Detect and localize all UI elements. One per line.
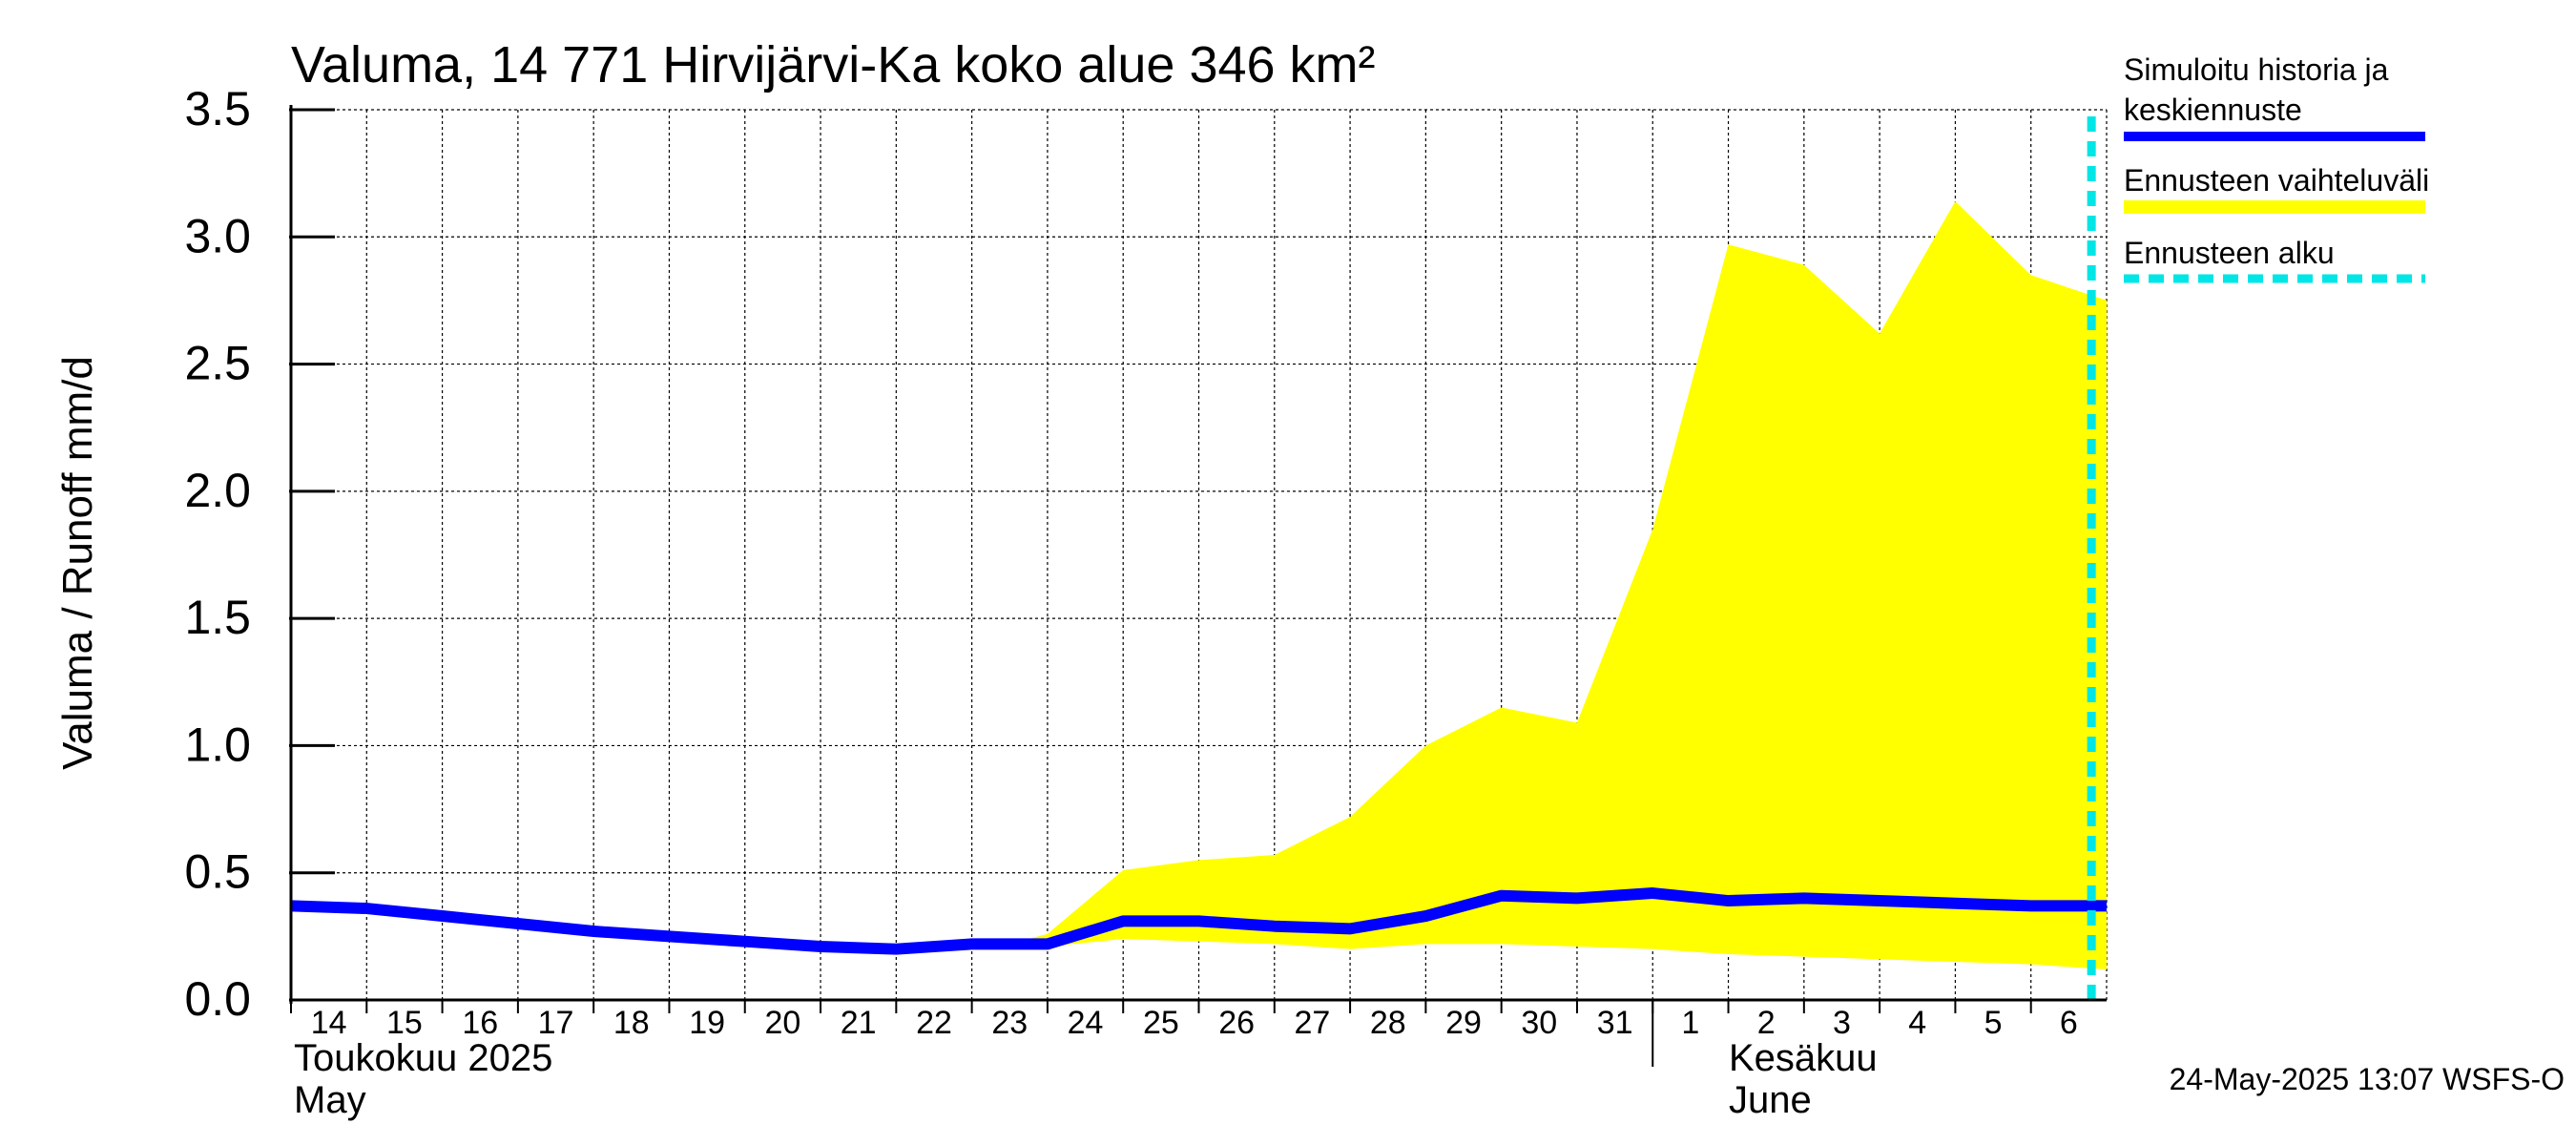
legend-mean-label-1: Simuloitu historia ja: [2124, 52, 2389, 87]
x-tick-label: 22: [916, 1005, 952, 1041]
y-tick-label: 2.5: [184, 337, 251, 390]
y-tick-labels: 0.0 0.5 1.0 1.5 2.0 2.5 3.0 3.5: [184, 82, 335, 1026]
mean-series-line: [290, 887, 2107, 955]
month-label-june-en: June: [1729, 1079, 1812, 1121]
legend-mean-label-2: keskiennuste: [2124, 93, 2302, 127]
x-tick-label: 24: [1068, 1005, 1104, 1041]
x-tick-label: 19: [689, 1005, 725, 1041]
x-tick-label: 3: [1833, 1005, 1851, 1041]
x-tick-label: 17: [538, 1005, 574, 1041]
x-tick-labels: 14 15 16 17 18 19 20 21 22 23 24 25 26 27 28 29 30 31 1 2 3 4…: [290, 1000, 2078, 1041]
x-tick-label: 30: [1521, 1005, 1557, 1041]
x-tick-label: 2: [1757, 1005, 1776, 1041]
x-tick-label: 16: [462, 1005, 498, 1041]
y-axis-label: Valuma / Runoff mm/d: [54, 356, 101, 770]
x-tick-label: 28: [1370, 1005, 1406, 1041]
legend-start-label: Ennusteen alku: [2124, 236, 2335, 270]
legend-band-label: Ennusteen vaihteluväli: [2124, 163, 2429, 198]
x-tick-label: 29: [1445, 1005, 1482, 1041]
forecast-range-band: [1009, 200, 2107, 970]
month-label-june-fi: Kesäkuu: [1729, 1037, 1878, 1079]
legend: Simuloitu historia ja keskiennuste Ennus…: [2124, 52, 2429, 283]
x-tick-label: 14: [311, 1005, 347, 1041]
y-tick-label: 3.0: [184, 209, 251, 262]
month-label-may-fi: Toukokuu 2025: [294, 1037, 552, 1079]
x-tick-label: 15: [386, 1005, 423, 1041]
chart-title: Valuma, 14 771 Hirvijärvi-Ka koko alue 3…: [291, 36, 1376, 94]
x-tick-label: 18: [613, 1005, 650, 1041]
timestamp: 24-May-2025 13:07 WSFS-O: [2170, 1062, 2565, 1096]
month-label-may-en: May: [294, 1079, 366, 1121]
x-tick-label: 6: [2060, 1005, 2078, 1041]
y-tick-label: 1.0: [184, 718, 251, 771]
y-tick-label: 0.0: [184, 972, 251, 1026]
x-tick-label: 25: [1143, 1005, 1179, 1041]
x-tick-label: 31: [1597, 1005, 1633, 1041]
x-tick-label: 21: [841, 1005, 877, 1041]
x-tick-label: 20: [764, 1005, 800, 1041]
x-tick-label: 27: [1295, 1005, 1331, 1041]
y-tick-label: 0.5: [184, 845, 251, 899]
x-tick-label: 26: [1218, 1005, 1255, 1041]
x-tick-label: 23: [991, 1005, 1028, 1041]
y-tick-label: 3.5: [184, 82, 251, 135]
y-tick-label: 2.0: [184, 464, 251, 517]
x-tick-label: 4: [1908, 1005, 1926, 1041]
x-tick-label: 1: [1681, 1005, 1699, 1041]
x-tick-label: 5: [1984, 1005, 2003, 1041]
y-tick-label: 1.5: [184, 591, 251, 644]
